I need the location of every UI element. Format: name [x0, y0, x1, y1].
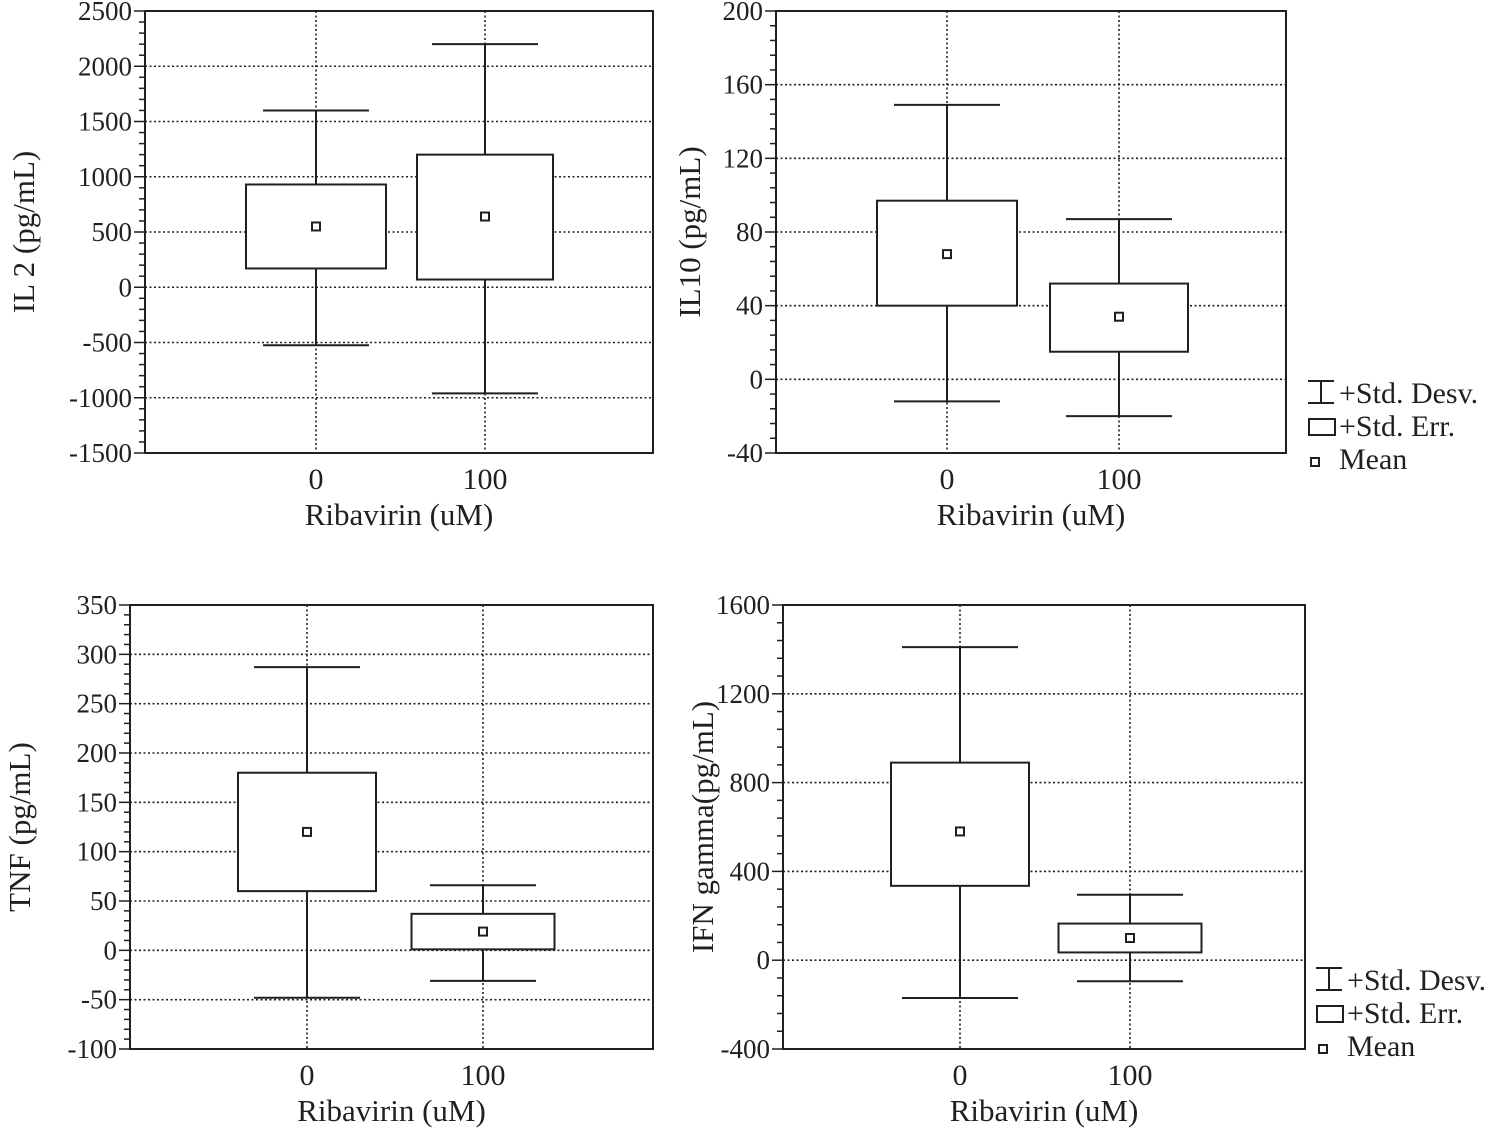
y-tick-label: -40: [727, 438, 763, 468]
y-tick-label: 150: [77, 787, 118, 817]
y-tick-label: 800: [730, 768, 771, 798]
y-tick-label: 2500: [78, 0, 132, 26]
y-tick-label: -1500: [69, 438, 132, 468]
x-axis-label: Ribavirin (uM): [950, 1093, 1139, 1128]
y-tick-label: 0: [104, 935, 118, 965]
y-tick-label: 0: [119, 272, 133, 302]
y-tick-label: 40: [736, 291, 763, 321]
legend-label-std-dev: +Std. Desv.: [1347, 964, 1486, 997]
legend: +Std. Desv.+Std. Err.Mean: [1308, 377, 1478, 476]
y-tick-label: 1600: [716, 590, 770, 620]
y-tick-label: -400: [721, 1034, 771, 1064]
y-axis-label: IFN gamma(pg/mL): [685, 701, 720, 953]
legend-label-mean: Mean: [1339, 443, 1407, 476]
y-tick-label: 1200: [716, 679, 770, 709]
x-tick-label: 100: [1108, 1059, 1153, 1092]
y-tick-label: 160: [723, 70, 764, 100]
y-tick-label: 500: [92, 217, 133, 247]
y-tick-label: 100: [77, 837, 118, 867]
legend-std-err-icon: [1316, 1005, 1344, 1023]
y-tick-label: 80: [736, 217, 763, 247]
y-tick-label: 300: [77, 639, 118, 669]
legend-label-std-err: +Std. Err.: [1347, 997, 1463, 1030]
x-tick-label: 0: [953, 1059, 968, 1092]
mean-marker: [1125, 933, 1135, 943]
mean-marker: [942, 249, 952, 260]
y-tick-label: 1000: [78, 162, 132, 192]
x-tick-label: 100: [1097, 463, 1142, 496]
mean-marker: [311, 221, 321, 232]
mean-marker: [480, 211, 490, 222]
x-axis-label: Ribavirin (uM): [297, 1093, 486, 1128]
legend: +Std. Desv.+Std. Err.Mean: [1316, 964, 1486, 1063]
plot-frame: [782, 604, 1306, 1050]
plot-frame: [129, 604, 654, 1050]
y-tick-label: 200: [723, 0, 764, 26]
x-tick-label: 0: [309, 463, 324, 496]
mean-marker: [478, 926, 488, 937]
x-tick-label: 0: [300, 1059, 315, 1092]
x-axis-label: Ribavirin (uM): [937, 497, 1126, 532]
y-tick-label: 400: [730, 856, 771, 886]
legend-std-err-icon: [1308, 418, 1336, 436]
y-tick-label: 0: [757, 945, 771, 975]
y-axis-label: IL 2 (pg/mL): [6, 151, 41, 313]
x-tick-label: 0: [940, 463, 955, 496]
mean-marker: [1114, 311, 1124, 322]
y-tick-label: 2000: [78, 51, 132, 81]
y-axis-label: IL10 (pg/mL): [672, 146, 707, 317]
y-tick-label: -100: [68, 1034, 118, 1064]
y-axis-label: TNF (pg/mL): [2, 742, 37, 912]
mean-marker: [955, 826, 965, 837]
std-err-box: [890, 761, 1030, 887]
y-tick-label: -1000: [69, 383, 132, 413]
y-tick-label: 0: [750, 364, 764, 394]
std-err-box: [410, 912, 556, 951]
y-tick-label: -500: [83, 328, 133, 358]
legend-label-mean: Mean: [1347, 1030, 1415, 1063]
x-tick-label: 100: [463, 463, 508, 496]
legend-label-std-dev: +Std. Desv.: [1339, 377, 1478, 410]
y-tick-label: 50: [90, 886, 117, 916]
y-tick-label: 1500: [78, 107, 132, 137]
legend-mean-icon: [1310, 457, 1320, 467]
mean-marker: [302, 826, 312, 837]
y-tick-label: 250: [77, 689, 118, 719]
y-tick-label: 350: [77, 590, 118, 620]
y-tick-label: -50: [81, 985, 117, 1015]
x-tick-label: 100: [461, 1059, 506, 1092]
legend-label-std-err: +Std. Err.: [1339, 410, 1455, 443]
chart-panel-1: -1500 -1000 -500 0 500 1000 1500 2000 2500 0 100Ri…: [6, 0, 654, 532]
y-tick-label: 120: [723, 143, 764, 173]
y-tick-label: 200: [77, 738, 118, 768]
x-axis-label: Ribavirin (uM): [305, 497, 494, 532]
legend-mean-icon: [1318, 1044, 1328, 1054]
